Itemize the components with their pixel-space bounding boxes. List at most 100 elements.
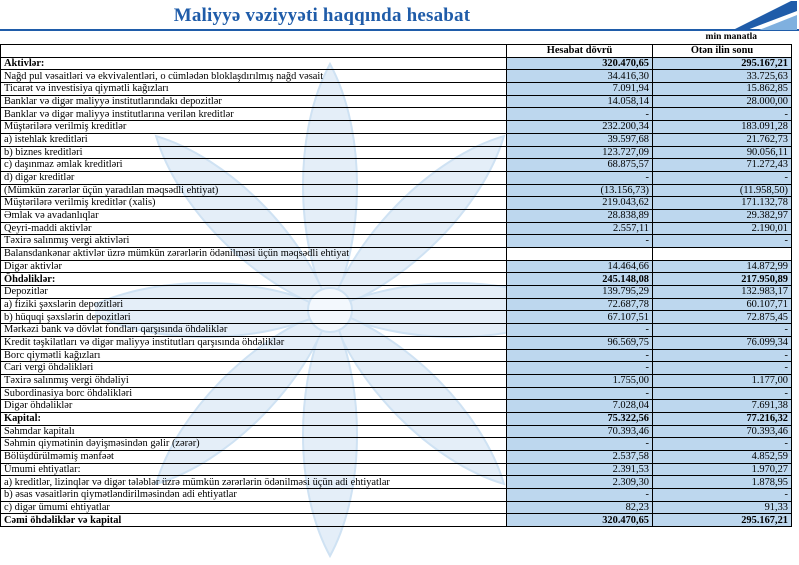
value-current: 72.687,78	[506, 297, 653, 312]
value-current: 123.727,09	[506, 145, 653, 160]
table-row: Səhmin qiymətinin dəyişməsindən gəlir (z…	[0, 437, 792, 451]
page-title: Maliyyə vəziyyəti haqqında hesabat	[173, 5, 471, 26]
row-label: Təxirə salınmış vergi öhdəliyi	[0, 373, 507, 388]
row-label: Kapital:	[0, 411, 507, 426]
row-label: b) əsas vəsaitlərin qiymətləndirilməsind…	[0, 488, 507, 502]
value-previous: 295.167,21	[652, 513, 792, 528]
table-row: Subordinasiya borc öhdəlikləri - -	[0, 386, 792, 401]
row-label: Səhmin qiymətinin dəyişməsindən gəlir (z…	[0, 437, 507, 451]
value-previous: 217.950,89	[652, 272, 792, 287]
header-divider	[0, 29, 799, 31]
row-label: Digər öhdəliklər	[0, 399, 507, 413]
row-label: Subordinasiya borc öhdəlikləri	[0, 386, 507, 401]
table-row: Təxirə salınmış vergi aktivləri - -	[0, 234, 792, 248]
value-current: -	[506, 488, 653, 502]
row-label: a) kreditlər, lizinqlər və digər tələblə…	[0, 475, 507, 490]
row-label: Banklar və digər maliyyə institutlarında…	[0, 94, 507, 109]
value-previous: 15.862,85	[652, 82, 792, 96]
table-row: Kredit təşkilatları və digər maliyyə ins…	[0, 335, 792, 350]
row-label: Ümumi ehtiyatlar:	[0, 462, 507, 477]
row-label: Əmlak və avadanlıqlar	[0, 208, 507, 223]
row-label: Təxirə salınmış vergi aktivləri	[0, 234, 507, 248]
table-row: Balansdankənar aktivlər üzrə mümkün zərə…	[0, 247, 792, 261]
value-previous	[652, 247, 792, 261]
table-row: d) digər kreditlər - -	[0, 170, 792, 185]
value-current: 7.028,04	[506, 399, 653, 413]
table-row: Cari vergi öhdəlikləri - -	[0, 361, 792, 375]
row-label: Banklar və digər maliyyə institutlarına …	[0, 107, 507, 122]
value-current: 2.309,30	[506, 475, 653, 490]
value-previous: 132.983,17	[652, 285, 792, 299]
value-current: 219.043,62	[506, 196, 653, 210]
value-previous: 4.852,59	[652, 450, 792, 464]
value-current: -	[506, 386, 653, 401]
table-row: (Mümkün zərərlər üçün yaradılan məqsədli…	[0, 183, 792, 198]
value-current	[506, 247, 653, 261]
row-label: Balansdankənar aktivlər üzrə mümkün zərə…	[0, 247, 507, 261]
value-previous: 33.725,63	[652, 69, 792, 84]
value-previous: -	[652, 437, 792, 451]
table-row: Əmlak və avadanlıqlar 28.838,89 29.382,97	[0, 208, 792, 223]
row-label: Müştərilərə verilmiş kreditlər	[0, 120, 507, 134]
row-label: Müştərilərə verilmiş kreditlər (xalis)	[0, 196, 507, 210]
row-label: d) digər kreditlər	[0, 170, 507, 185]
table-row: Banklar və digər maliyyə institutlarına …	[0, 107, 792, 122]
row-label: b) hüquqi şəxslərin depozitləri	[0, 310, 507, 325]
value-previous: 1.878,95	[652, 475, 792, 490]
row-label: Borc qiymətli kağızları	[0, 348, 507, 363]
value-previous: 70.393,46	[652, 424, 792, 439]
value-current: -	[506, 107, 653, 122]
table-body: Aktivlər: 320.470,65 295.167,21 Nağd pul və…	[0, 56, 792, 528]
value-previous: 71.272,43	[652, 158, 792, 172]
row-label: a) istehlak kreditləri	[0, 132, 507, 147]
row-label: Səhmdar kapitalı	[0, 424, 507, 439]
value-current: -	[506, 323, 653, 337]
row-label: Kredit təşkilatları və digər maliyyə ins…	[0, 335, 507, 350]
value-current: 320.470,65	[506, 56, 653, 71]
value-current: 14.464,66	[506, 259, 653, 274]
table-row: Nağd pul vəsaitləri və ekvivalentləri, o…	[0, 69, 792, 84]
row-label: Öhdəliklər:	[0, 272, 507, 287]
value-previous: -	[652, 234, 792, 248]
table-row: a) fiziki şəxslərin depozitləri 72.687,78…	[0, 297, 792, 312]
value-previous: 76.099,34	[652, 335, 792, 350]
row-label: b) biznes kreditləri	[0, 145, 507, 160]
value-previous: 28.000,00	[652, 94, 792, 109]
table-row: Qeyri-maddi aktivlər 2.557,11 2.190,01	[0, 221, 792, 236]
row-label: (Mümkün zərərlər üçün yaradılan məqsədli…	[0, 183, 507, 198]
table-row: Digər aktivlər 14.464,66 14.872,99	[0, 259, 792, 274]
value-previous: 1.177,00	[652, 373, 792, 388]
value-current: 82,23	[506, 500, 653, 515]
value-current: 139.795,29	[506, 285, 653, 299]
value-current: (13.156,73)	[506, 183, 653, 198]
row-label: Aktivlər:	[0, 56, 507, 71]
column-header-current-period: Hesabat dövrü	[506, 44, 653, 58]
row-label: Cəmi öhdəliklər və kapital	[0, 513, 507, 528]
row-label: Nağd pul vəsaitləri və ekvivalentləri, o…	[0, 69, 507, 84]
value-current: 232.200,34	[506, 120, 653, 134]
value-previous: 77.216,32	[652, 411, 792, 426]
table-row: Cəmi öhdəliklər və kapital 320.470,65 295.…	[0, 513, 792, 528]
row-label: c) daşınmaz əmlak kreditləri	[0, 158, 507, 172]
value-previous: -	[652, 361, 792, 375]
value-previous: 171.132,78	[652, 196, 792, 210]
table-row: Depozitlər 139.795,29 132.983,17	[0, 285, 792, 299]
table-row: Ticarət və investisiya qiymətli kağızlar…	[0, 82, 792, 96]
value-current: 14.058,14	[506, 94, 653, 109]
value-current: 67.107,51	[506, 310, 653, 325]
value-previous: 72.875,45	[652, 310, 792, 325]
table-row: Müştərilərə verilmiş kreditlər 232.200,34…	[0, 120, 792, 134]
table-row: Mərkəzi bank və dövlət fondları qarşısın…	[0, 323, 792, 337]
value-current: 245.148,08	[506, 272, 653, 287]
table-row: Digər öhdəliklər 7.028,04 7.691,38	[0, 399, 792, 413]
table-row: a) kreditlər, lizinqlər və digər tələblə…	[0, 475, 792, 490]
value-current: 320.470,65	[506, 513, 653, 528]
value-current: 7.091,94	[506, 82, 653, 96]
column-header-previous-period: Ötən ilin sonu	[652, 44, 792, 58]
table-row: Borc qiymətli kağızları - -	[0, 348, 792, 363]
table-row: Aktivlər: 320.470,65 295.167,21	[0, 56, 792, 71]
value-current: 70.393,46	[506, 424, 653, 439]
value-previous: -	[652, 386, 792, 401]
row-label: Cari vergi öhdəlikləri	[0, 361, 507, 375]
